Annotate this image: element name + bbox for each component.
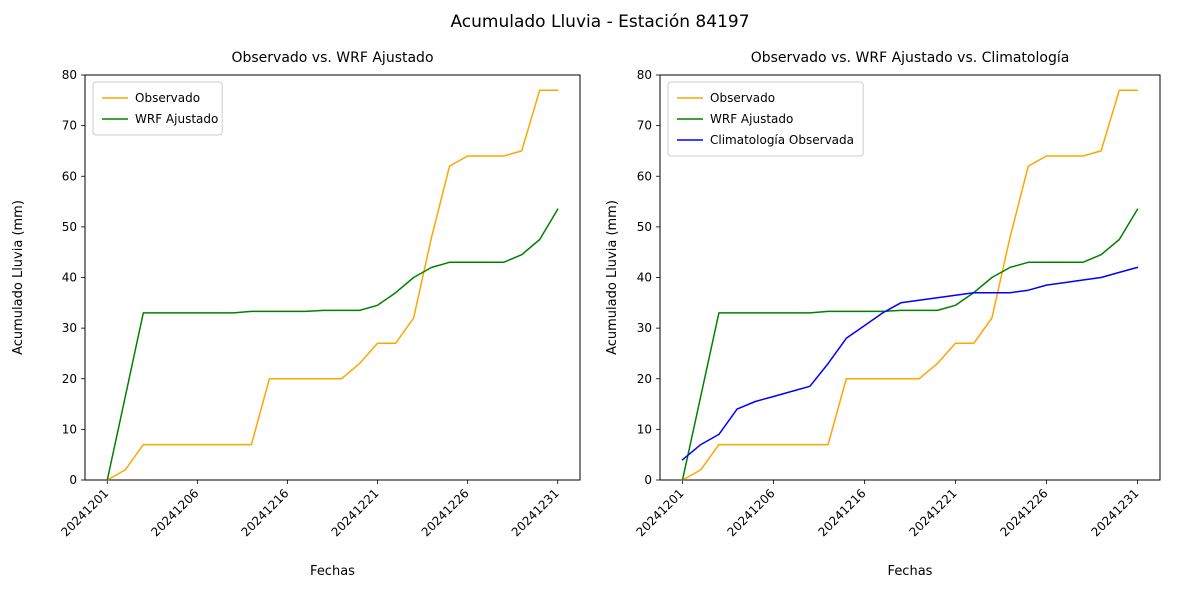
series-line-observado — [681, 89, 1139, 481]
subplot-title: Observado vs. WRF Ajustado — [231, 50, 433, 66]
x-tick-label: 20241201 — [634, 486, 687, 539]
x-axis-label: Fechas — [310, 564, 355, 579]
x-tick-label: 20241216 — [816, 486, 869, 539]
y-tick-label: 10 — [62, 422, 77, 436]
x-tick-label: 20241231 — [1089, 486, 1142, 539]
y-tick-label: 30 — [62, 321, 77, 335]
y-tick-label: 70 — [637, 119, 652, 133]
x-tick-label: 20241206 — [725, 486, 778, 539]
y-tick-label: 30 — [637, 321, 652, 335]
legend-label: Climatología Observada — [710, 133, 854, 147]
figure-title: Acumulado Lluvia - Estación 84197 — [450, 12, 750, 32]
y-tick-label: 60 — [637, 169, 652, 183]
y-tick-label: 0 — [644, 473, 652, 487]
y-tick-label: 20 — [637, 372, 652, 386]
y-tick-label: 70 — [62, 119, 77, 133]
y-tick-label: 40 — [62, 271, 77, 285]
x-tick-label: 20241221 — [329, 486, 382, 539]
legend-label: WRF Ajustado — [135, 112, 218, 126]
series-line-climatolog-a-observada — [681, 266, 1139, 461]
y-tick-label: 50 — [62, 220, 77, 234]
y-tick-label: 40 — [637, 271, 652, 285]
series-line-wrf-ajustado — [106, 208, 559, 481]
chart-canvas-right: Observado vs. WRF Ajustado vs. Climatolo… — [605, 50, 1161, 579]
series-line-wrf-ajustado — [681, 208, 1139, 481]
y-axis-label: Acumulado Lluvia (mm) — [605, 200, 620, 355]
legend-box — [667, 81, 864, 157]
x-tick-label: 20241206 — [148, 486, 201, 539]
x-axis-label: Fechas — [888, 564, 933, 579]
y-tick-label: 10 — [637, 422, 652, 436]
y-tick-label: 20 — [62, 372, 77, 386]
x-tick-label: 20241221 — [907, 486, 960, 539]
y-tick-label: 0 — [69, 473, 77, 487]
y-tick-label: 80 — [637, 68, 652, 82]
legend-label: WRF Ajustado — [710, 112, 793, 126]
legend-label: Observado — [710, 91, 775, 105]
legend-box — [92, 81, 223, 136]
x-tick-label: 20241201 — [58, 486, 111, 539]
subplot-left: Observado vs. WRF Ajustado 0 10 20 30 40 50 60 7… — [0, 40, 600, 600]
x-tick-label: 20241216 — [238, 486, 291, 539]
x-tick-label: 20241231 — [509, 486, 562, 539]
legend-label: Observado — [135, 91, 200, 105]
axes-frame — [84, 74, 581, 481]
subplot-title: Observado vs. WRF Ajustado vs. Climatolo… — [751, 50, 1070, 66]
y-tick-label: 60 — [62, 169, 77, 183]
y-tick-label: 80 — [62, 68, 77, 82]
x-tick-label: 20241226 — [998, 486, 1051, 539]
chart-canvas-left: Observado vs. WRF Ajustado 0 10 20 30 40 50 60 7… — [11, 50, 581, 579]
y-tick-label: 50 — [637, 220, 652, 234]
x-tick-label: 20241226 — [419, 486, 472, 539]
series-line-observado — [106, 89, 559, 481]
subplot-right: Observado vs. WRF Ajustado vs. Climatolo… — [600, 40, 1200, 600]
y-axis-label: Acumulado Lluvia (mm) — [11, 200, 26, 355]
